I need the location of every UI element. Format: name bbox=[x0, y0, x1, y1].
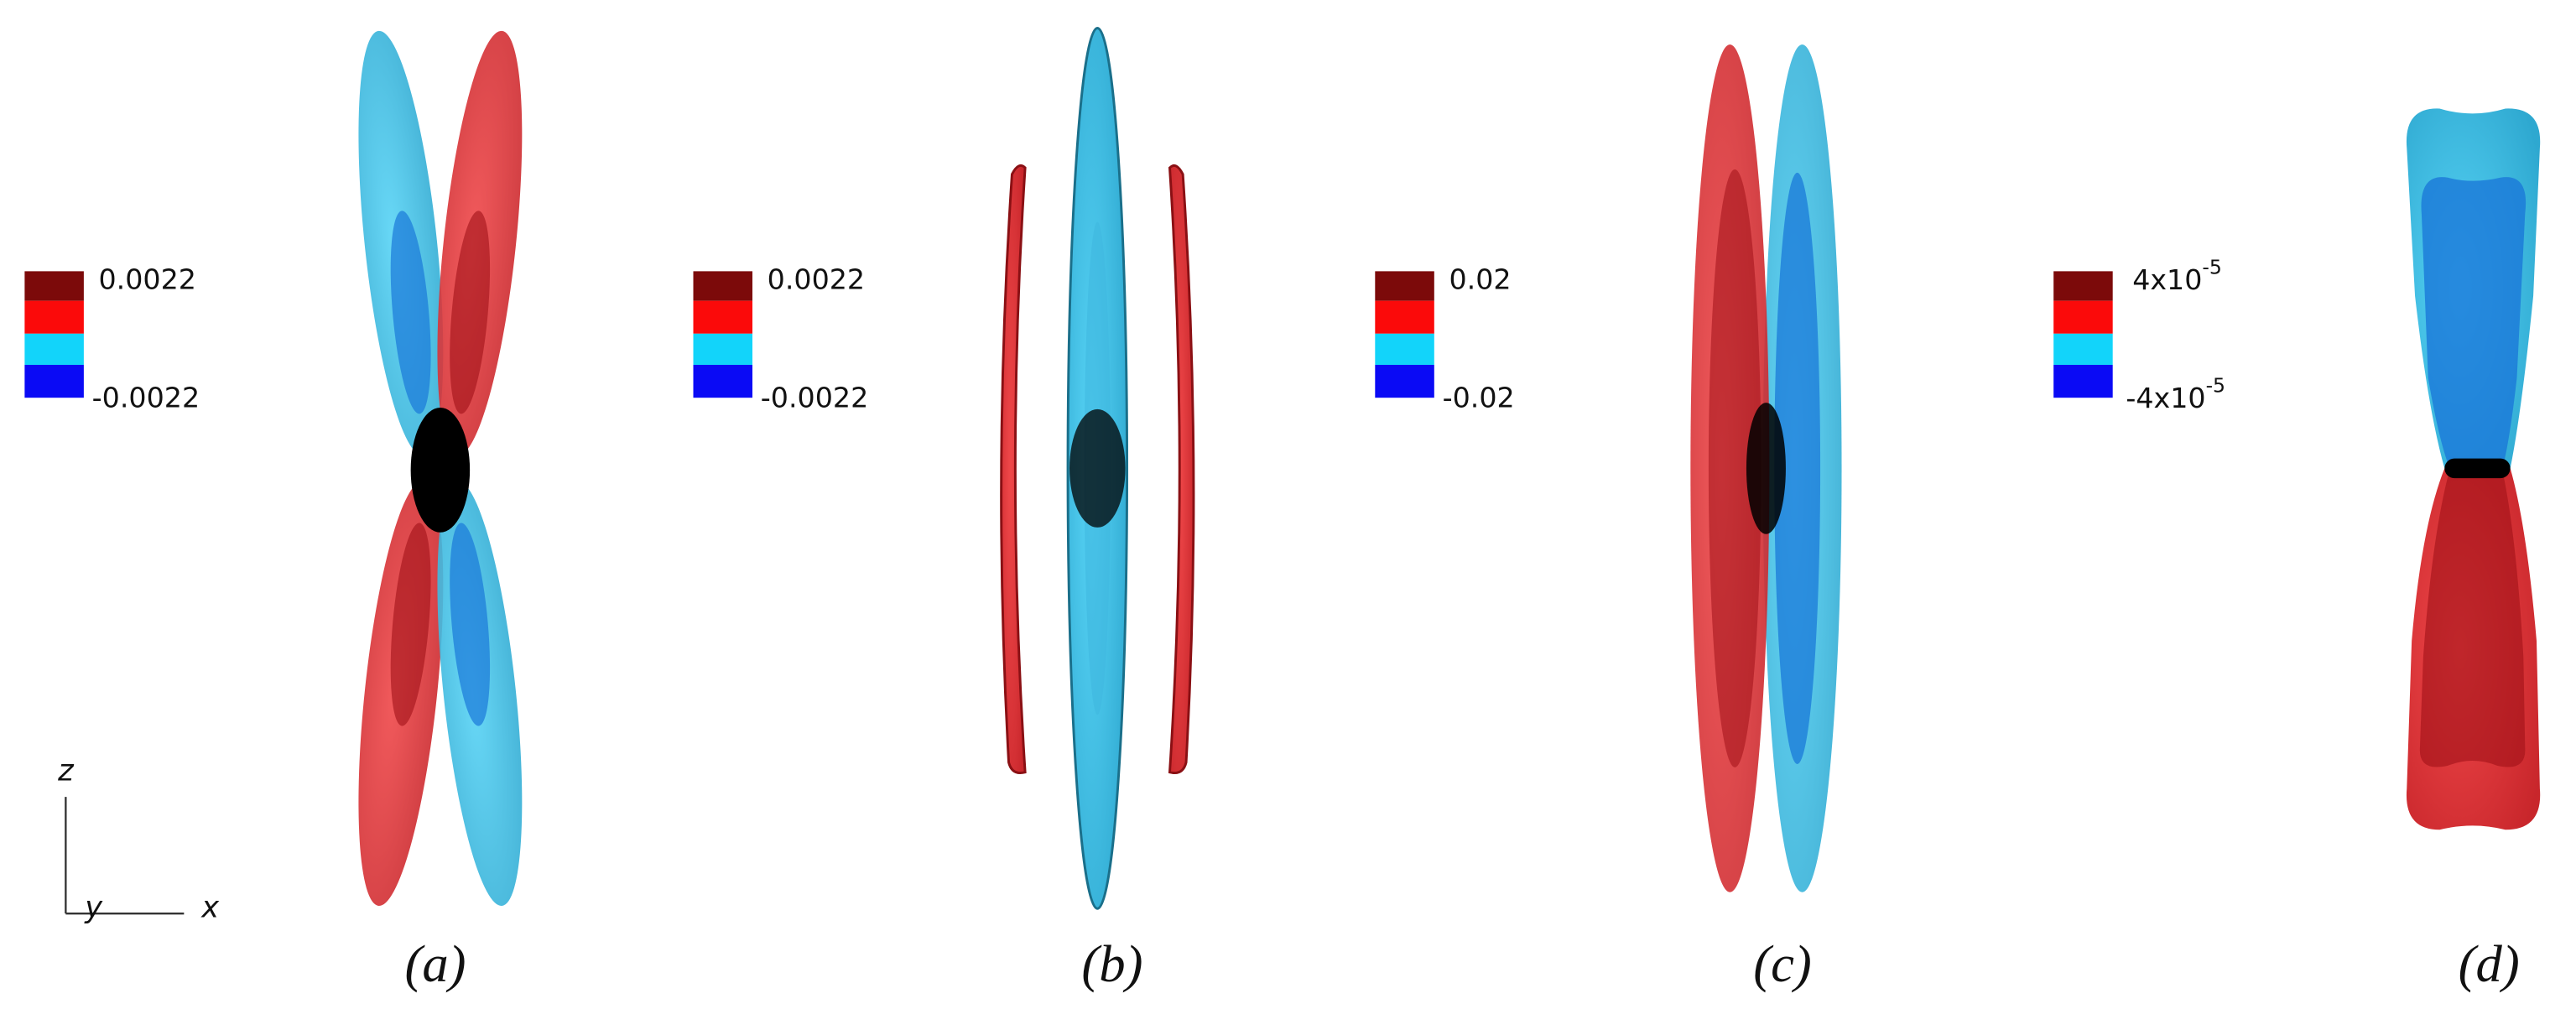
axis-y-label: y bbox=[84, 890, 103, 924]
legend-max-label: 4x10-5 bbox=[2132, 255, 2222, 296]
legend-swatch bbox=[24, 333, 84, 366]
legend-swatch bbox=[693, 271, 753, 301]
panel-b-render bbox=[1000, 27, 1195, 910]
legend-swatch bbox=[1375, 300, 1434, 334]
panel-caption: (b) bbox=[1081, 934, 1142, 993]
legend-swatch bbox=[2053, 300, 2113, 334]
legend-min-label-base: -4x10 bbox=[2126, 382, 2205, 414]
legend-min-label: -0.0022 bbox=[761, 382, 868, 414]
legend-max-label: 0.0022 bbox=[99, 263, 196, 296]
legend-swatch bbox=[2053, 333, 2113, 366]
axis-x-label: x bbox=[200, 890, 220, 924]
legend-swatch bbox=[693, 365, 753, 398]
legend-max-label: 0.0022 bbox=[768, 263, 865, 296]
legend-swatch bbox=[693, 300, 753, 334]
legend-max-label-exponent: -5 bbox=[2202, 255, 2221, 278]
legend-min-label-exponent: -5 bbox=[2206, 373, 2225, 397]
panel-c-render bbox=[1690, 44, 1842, 892]
panel-caption: (d) bbox=[2459, 934, 2520, 993]
legend-swatch bbox=[2053, 365, 2113, 398]
panel-caption: (c) bbox=[1753, 934, 1812, 993]
legend-swatch bbox=[2053, 271, 2113, 301]
legend-min-label: -4x10-5 bbox=[2126, 373, 2225, 414]
axis-z-label: z bbox=[57, 754, 75, 788]
legend-swatch bbox=[24, 365, 84, 398]
legend-swatch bbox=[1375, 333, 1434, 366]
legend-swatch bbox=[1375, 365, 1434, 398]
legend-max-label: 0.02 bbox=[1449, 263, 1511, 296]
panel-caption: (a) bbox=[404, 934, 466, 993]
panel-d-render bbox=[2406, 108, 2541, 830]
legend-swatch bbox=[1375, 271, 1434, 301]
legend-min-label: -0.0022 bbox=[92, 382, 200, 414]
panel-a-render bbox=[358, 30, 523, 906]
legend-swatch bbox=[24, 300, 84, 334]
legend-swatch bbox=[693, 333, 753, 366]
axis-triad: z y x bbox=[57, 754, 220, 925]
legend-min-label: -0.02 bbox=[1443, 382, 1515, 414]
legend-max-label-base: 4x10 bbox=[2132, 263, 2202, 296]
legend-swatch bbox=[24, 271, 84, 301]
